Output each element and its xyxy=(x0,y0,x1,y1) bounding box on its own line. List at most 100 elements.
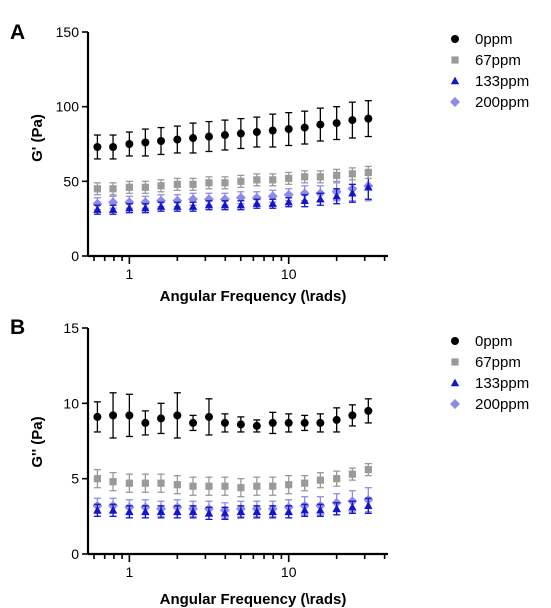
legend-marker xyxy=(451,358,459,366)
legend-label: 67ppm xyxy=(475,354,521,371)
data-point xyxy=(204,200,214,209)
legend-label: 133ppm xyxy=(475,73,529,90)
data-point xyxy=(141,203,150,212)
data-point xyxy=(316,194,325,203)
series-67ppm xyxy=(93,462,372,498)
data-point xyxy=(173,411,182,420)
data-point xyxy=(316,505,325,514)
series-200ppm xyxy=(92,487,374,519)
data-point xyxy=(157,479,165,487)
data-point xyxy=(301,173,309,181)
data-point xyxy=(189,418,198,427)
plot-area xyxy=(92,392,374,520)
panel-b: B G'' (Pa) Angular Frequency (\rads) 0 5 1… xyxy=(10,316,529,608)
data-point xyxy=(300,123,309,132)
panel-a: A G' (Pa) Angular Frequency (\rads) 0 50 1… xyxy=(10,21,529,305)
x-axis-label: Angular Frequency (\rads) xyxy=(160,288,347,305)
data-point xyxy=(189,482,197,490)
data-point xyxy=(141,183,149,191)
data-point xyxy=(220,508,230,517)
legend-item: 0ppm xyxy=(451,31,513,48)
data-point xyxy=(300,505,309,514)
data-point xyxy=(269,176,277,184)
legend-marker xyxy=(450,76,460,85)
legend-marker xyxy=(450,378,460,387)
data-point xyxy=(125,183,133,191)
data-point xyxy=(284,197,293,206)
legend-marker xyxy=(450,399,460,409)
x-tick-label: 1 xyxy=(125,564,133,580)
data-point xyxy=(220,418,229,427)
data-point xyxy=(237,484,245,492)
data-point xyxy=(188,507,198,516)
data-point xyxy=(204,132,213,141)
data-point xyxy=(364,114,373,123)
data-point xyxy=(236,507,246,516)
data-point xyxy=(268,507,277,516)
data-point xyxy=(364,466,372,474)
y-tick-label: 50 xyxy=(63,173,79,189)
legend-item: 67ppm xyxy=(451,354,521,371)
data-point xyxy=(236,200,246,209)
data-point xyxy=(348,170,356,178)
legend-label: 133ppm xyxy=(475,375,529,392)
data-point xyxy=(173,135,182,144)
series-67ppm xyxy=(93,165,372,196)
x-axis-label: Angular Frequency (\rads) xyxy=(160,591,347,608)
data-point xyxy=(172,195,183,206)
axes: 0 50 100 150 1 10 xyxy=(56,24,388,282)
series-0ppm xyxy=(93,100,373,160)
data-point xyxy=(333,475,341,483)
data-point xyxy=(125,507,134,516)
data-point xyxy=(316,476,324,484)
data-point xyxy=(93,142,102,151)
data-point xyxy=(348,502,357,511)
data-point xyxy=(156,195,166,206)
data-point xyxy=(285,481,293,489)
data-point xyxy=(173,202,182,210)
data-point xyxy=(348,188,357,197)
series-133ppm xyxy=(93,497,373,520)
data-point xyxy=(221,179,229,187)
data-point xyxy=(157,414,166,423)
data-point xyxy=(157,182,165,190)
y-tick-label: 150 xyxy=(56,24,80,40)
data-point xyxy=(204,508,214,517)
y-axis-label: G'' (Pa) xyxy=(29,416,46,467)
data-point xyxy=(204,412,213,421)
data-point xyxy=(252,421,261,430)
y-tick-label: 5 xyxy=(71,471,79,487)
legend-label: 200ppm xyxy=(475,94,529,111)
legend-item: 133ppm xyxy=(450,375,529,392)
data-point xyxy=(268,418,277,427)
data-point xyxy=(108,205,118,213)
data-point xyxy=(316,173,324,181)
data-point xyxy=(253,176,261,184)
legend: 0ppm 67ppm 133ppm 200ppm xyxy=(450,31,529,111)
y-tick-label: 15 xyxy=(63,320,79,336)
y-axis-label: G' (Pa) xyxy=(29,114,46,162)
data-point xyxy=(141,479,149,487)
legend-label: 67ppm xyxy=(475,52,521,69)
legend-item: 133ppm xyxy=(450,73,529,90)
data-point xyxy=(364,168,372,176)
data-point xyxy=(205,482,213,490)
data-point xyxy=(220,131,229,140)
data-point xyxy=(235,192,246,203)
legend-label: 0ppm xyxy=(475,31,513,48)
data-point xyxy=(236,420,245,429)
data-point xyxy=(332,504,341,512)
data-point xyxy=(109,185,117,193)
data-point xyxy=(125,479,133,487)
data-point xyxy=(92,198,103,209)
data-point xyxy=(252,507,262,516)
data-point xyxy=(364,406,373,415)
data-point xyxy=(140,197,151,208)
data-point xyxy=(348,470,356,478)
legend-label: 0ppm xyxy=(475,333,513,350)
data-point xyxy=(189,180,197,188)
data-point xyxy=(299,188,310,199)
data-point xyxy=(364,182,373,191)
